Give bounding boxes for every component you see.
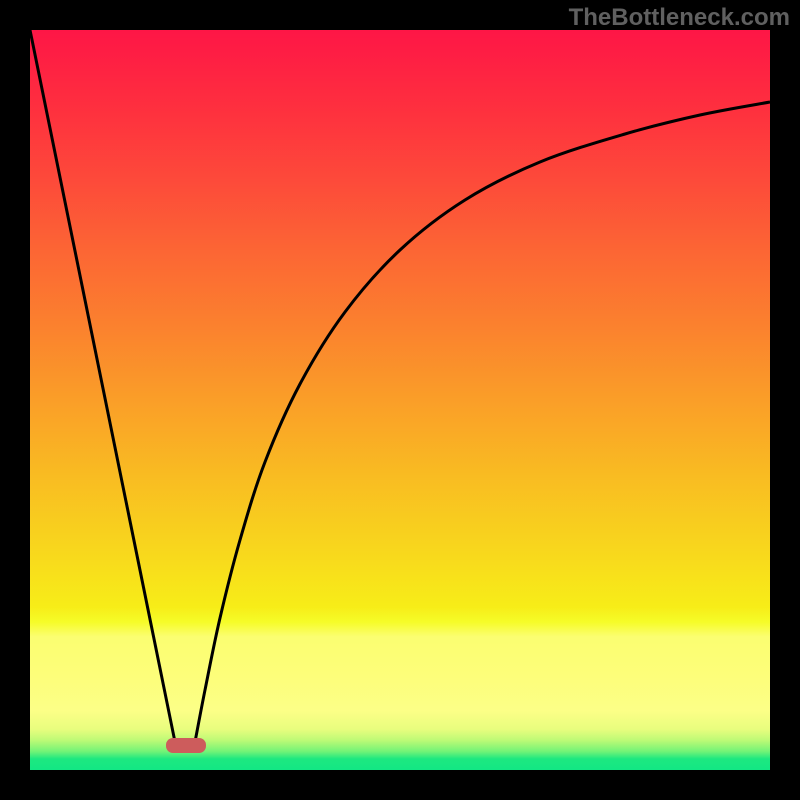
chart-plot-background <box>30 30 770 770</box>
bottleneck-chart <box>0 0 800 800</box>
chart-container: { "watermark": { "text": "TheBottleneck.… <box>0 0 800 800</box>
watermark-text: TheBottleneck.com <box>569 4 790 32</box>
curve-minimum-marker <box>166 738 206 753</box>
